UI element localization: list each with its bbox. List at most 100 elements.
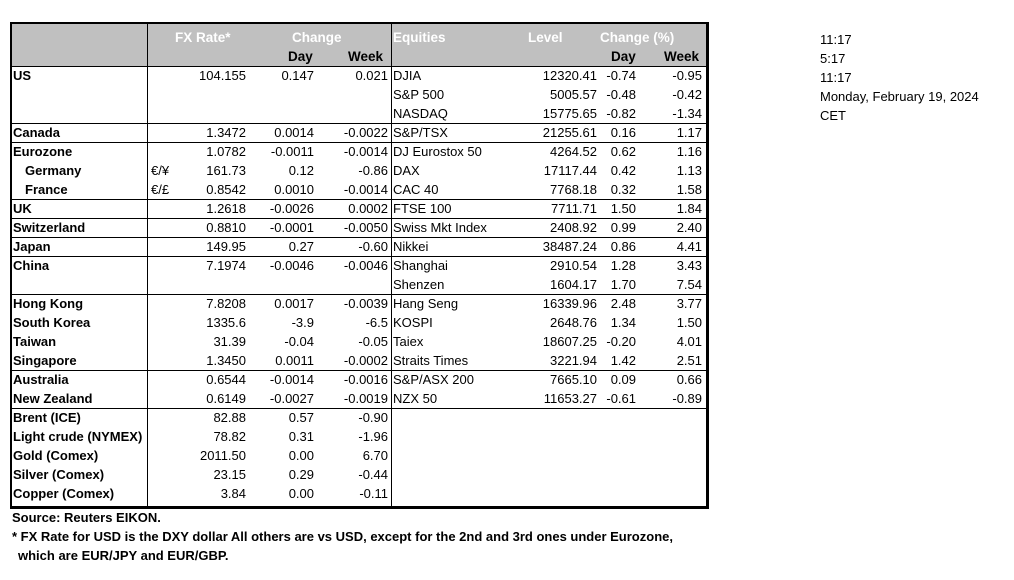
row-name: Taiwan (13, 334, 57, 349)
row-fx-rate: 23.15 (213, 467, 246, 482)
row-equity-day: 0.32 (610, 182, 636, 197)
row-equity-level: 12320.41 (542, 68, 597, 83)
row-name: Germany (25, 163, 82, 178)
header-week-pct: Week (664, 49, 700, 64)
row-equity-week: 3.43 (676, 258, 702, 273)
time-1: 11:17 (820, 32, 852, 47)
row-fx-rate: 0.6544 (206, 372, 246, 387)
row-equity-level: 7711.71 (550, 201, 597, 216)
table-row: Taiwan 31.39 -0.04 -0.05 Taiex 18607.25 -0.20 4… (10, 332, 706, 351)
row-name: New Zealand (13, 391, 93, 406)
table-row: France €/£ 0.8542 0.0010 -0.0014 CAC 40 7768.1… (10, 180, 706, 199)
table-row: Singapore 1.3450 0.0011 -0.0002 Straits Time… (10, 351, 706, 370)
row-fx-rate: 161.73 (206, 163, 246, 178)
row-equity-level: 38487.24 (542, 239, 597, 254)
row-equity-level: 7768.18 (550, 182, 597, 197)
row-equity-day: 0.86 (610, 239, 636, 254)
divider-equities-left (391, 22, 392, 506)
table-row: Silver (Comex) 23.15 0.29 -0.44 (10, 465, 706, 484)
row-fx-day: -0.0001 (269, 220, 314, 235)
row-fx-day: 0.0010 (274, 182, 314, 197)
row-fx-rate: 149.95 (206, 239, 246, 254)
header-week: Week (348, 49, 384, 64)
row-fx-rate: 1335.6 (206, 315, 246, 330)
row-fx-rate: 1.3450 (206, 353, 246, 368)
header-level: Level (528, 30, 563, 45)
row-fx-rate: 104.155 (199, 68, 246, 83)
row-equity-name: S&P/TSX (393, 125, 448, 140)
header-divider (10, 66, 706, 67)
table-row: UK 1.2618 -0.0026 0.0002 FTSE 100 7711.71 1.50… (10, 199, 706, 218)
row-equity-day: -0.20 (606, 334, 636, 349)
row-fx-rate: 1.0782 (206, 144, 246, 159)
row-fx-rate: 1.3472 (206, 125, 246, 140)
row-equity-week: 3.77 (676, 296, 702, 311)
row-fx-day: -0.0011 (270, 144, 314, 159)
fx-footnote-line2: which are EUR/JPY and EUR/GBP. (18, 548, 229, 563)
row-equity-name: Nikkei (393, 239, 429, 254)
table-row: Shenzen 1604.17 1.70 7.54 (10, 275, 706, 294)
row-fx-week: 0.0002 (348, 201, 388, 216)
row-name: Gold (Comex) (13, 448, 99, 463)
row-name: Silver (Comex) (13, 467, 105, 482)
row-equity-day: 0.09 (610, 372, 636, 387)
row-equity-name: S&P/ASX 200 (393, 372, 474, 387)
table-row: US 104.155 0.147 0.021 DJIA 12320.41 -0.74 -0.9… (10, 66, 706, 85)
row-equity-week: 1.17 (676, 125, 702, 140)
row-equity-day: 0.16 (610, 125, 636, 140)
table-row: Copper (Comex) 3.84 0.00 -0.11 (10, 484, 706, 503)
table-row: South Korea 1335.6 -3.9 -6.5 KOSPI 2648.76 1.3… (10, 313, 706, 332)
row-fx-week: -0.0019 (343, 391, 388, 406)
header-equities: Equities (393, 30, 446, 45)
row-equity-name: S&P 500 (393, 87, 445, 102)
row-equity-name: DAX (393, 163, 420, 178)
row-equity-week: 1.13 (676, 163, 702, 178)
row-equity-name: DJIA (393, 68, 422, 83)
row-equity-level: 4264.52 (550, 144, 597, 159)
row-fx-rate: 31.39 (213, 334, 246, 349)
row-equity-day: 0.42 (610, 163, 636, 178)
row-equity-name: Hang Seng (393, 296, 459, 311)
row-fx-week: -0.0039 (343, 296, 388, 311)
group-divider (10, 256, 706, 257)
table-row: Australia 0.6544 -0.0014 -0.0016 S&P/ASX 200… (10, 370, 706, 389)
row-equity-level: 3221.94 (550, 353, 597, 368)
source-note: Source: Reuters EIKON. (12, 510, 161, 525)
row-equity-level: 16339.96 (542, 296, 597, 311)
row-name: UK (13, 201, 32, 216)
row-equity-level: 2408.92 (550, 220, 597, 235)
row-equity-name: KOSPI (393, 315, 433, 330)
row-fx-week: -0.44 (358, 467, 388, 482)
row-equity-week: 1.58 (676, 182, 702, 197)
row-fx-week: -0.60 (358, 239, 388, 254)
row-equity-week: 2.40 (676, 220, 702, 235)
row-fx-day: 0.00 (288, 448, 314, 463)
time-2: 5:17 (820, 51, 846, 66)
table-border (10, 22, 709, 509)
row-fx-day: 0.0011 (275, 353, 314, 368)
row-fx-week: -0.11 (359, 486, 388, 501)
row-name: Japan (13, 239, 51, 254)
row-fx-rate: 2011.50 (199, 448, 246, 463)
row-equity-level: 2910.54 (550, 258, 597, 273)
row-name: South Korea (13, 315, 91, 330)
row-equity-week: -1.34 (672, 106, 702, 121)
row-fx-rate: 0.8810 (206, 220, 246, 235)
row-equity-week: -0.89 (672, 391, 702, 406)
row-fx-day: 0.00 (288, 486, 314, 501)
row-fx-rate: 3.84 (220, 486, 246, 501)
row-equity-day: -0.48 (606, 87, 636, 102)
row-equity-day: 1.34 (610, 315, 636, 330)
table-row: China 7.1974 -0.0046 -0.0046 Shanghai 2910.54… (10, 256, 706, 275)
row-equity-week: 1.16 (676, 144, 702, 159)
row-fx-day: -0.04 (284, 334, 314, 349)
table-row: New Zealand 0.6149 -0.0027 -0.0019 NZX 50 116… (10, 389, 706, 408)
table-body: US 104.155 0.147 0.021 DJIA 12320.41 -0.74 -0.9… (10, 66, 706, 506)
row-fx-week: -0.0050 (343, 220, 388, 235)
row-equity-day: 1.50 (610, 201, 636, 216)
row-fx-day: -3.9 (291, 315, 314, 330)
row-fx-day: 0.0017 (274, 296, 314, 311)
row-name: Copper (Comex) (13, 486, 115, 501)
table-row: Gold (Comex) 2011.50 0.00 6.70 (10, 446, 706, 465)
row-pair: €/£ (151, 182, 170, 197)
